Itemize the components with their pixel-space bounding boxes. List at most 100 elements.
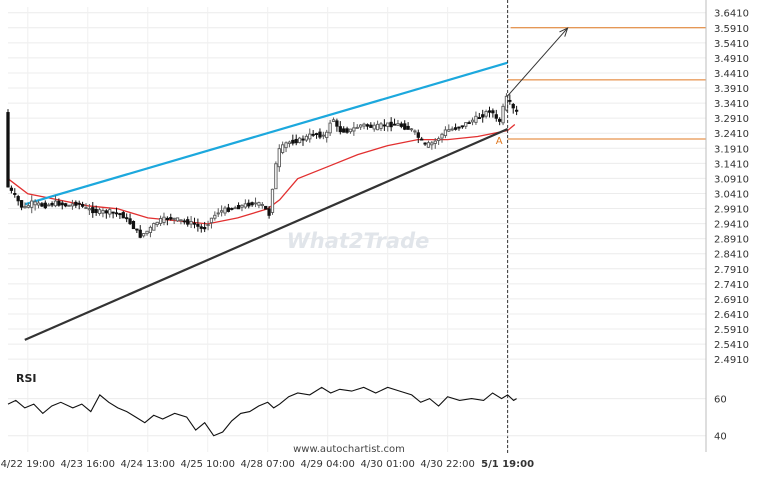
candle (216, 212, 220, 215)
candle (274, 163, 278, 190)
candle (199, 226, 203, 229)
x-tick-label: 4/24 13:00 (121, 459, 175, 470)
y-tick-label: 2.6910 (714, 295, 749, 306)
candle (50, 202, 54, 206)
candle (16, 196, 20, 202)
candle (131, 220, 136, 230)
candle (186, 219, 190, 225)
candle (219, 210, 224, 213)
candle (460, 125, 465, 128)
candle (321, 134, 325, 137)
candle (284, 142, 288, 149)
candle (297, 137, 302, 144)
candle (179, 219, 183, 222)
forecast-arrow-line (507, 27, 568, 97)
candle (436, 138, 441, 141)
candle (362, 123, 366, 127)
candle (277, 148, 281, 168)
candle (389, 121, 393, 128)
candle (70, 203, 75, 207)
candle (301, 138, 305, 141)
candle (294, 138, 298, 144)
y-tick-label: 3.6410 (714, 9, 749, 20)
price-series (6, 93, 519, 239)
rsi-tick-label: 40 (714, 432, 727, 443)
candle (74, 201, 78, 206)
y-tick-label: 3.2410 (714, 129, 749, 140)
y-tick-label: 2.9910 (714, 205, 749, 216)
candle (23, 205, 27, 209)
y-tick-label: 2.7410 (714, 280, 749, 291)
pattern-lines (24, 61, 509, 341)
candle (260, 204, 264, 207)
candle (348, 128, 353, 133)
rsi-tick-label: 60 (714, 395, 727, 406)
candle (338, 126, 342, 133)
candle (67, 204, 71, 207)
x-tick-label: 4/25 10:00 (181, 459, 235, 470)
candle (60, 202, 64, 206)
candle (91, 207, 95, 214)
candle (172, 217, 176, 220)
candle (138, 229, 142, 238)
candle (155, 221, 159, 226)
candle (291, 139, 295, 144)
candle (240, 204, 244, 208)
y-tick-label: 3.1410 (714, 159, 749, 170)
candle (365, 124, 370, 127)
candle (403, 123, 407, 130)
candle (406, 125, 410, 130)
candle (108, 209, 112, 215)
candle (118, 213, 122, 216)
candle (501, 105, 505, 124)
y-tick-label: 2.4910 (714, 355, 749, 366)
candle (33, 201, 37, 206)
candle (477, 117, 481, 120)
candle (314, 133, 319, 136)
forecast-arrow (507, 27, 569, 97)
candle (148, 226, 153, 233)
candle (514, 109, 519, 112)
candle (209, 217, 214, 224)
candle (331, 119, 336, 122)
candle (399, 123, 403, 127)
x-tick-label: 4/22 19:00 (1, 459, 55, 470)
candle (223, 207, 227, 214)
candle (250, 202, 254, 206)
candle (375, 123, 380, 131)
y-tick-label: 3.0410 (714, 189, 749, 200)
candle (270, 188, 275, 213)
rsi-panel (7, 386, 706, 437)
candle (111, 211, 115, 214)
candle (467, 122, 471, 125)
candle (511, 103, 515, 109)
candle (189, 221, 193, 225)
x-tick-label: 5/1 19:00 (481, 459, 534, 470)
candle (457, 126, 461, 129)
candle (114, 212, 119, 215)
y-tick-label: 2.5410 (714, 340, 749, 351)
candle (423, 142, 427, 145)
candle (426, 142, 431, 148)
candle (470, 119, 475, 123)
candle (409, 128, 414, 131)
candle (253, 202, 258, 205)
candle (450, 128, 454, 131)
candle (165, 217, 170, 221)
candle (355, 126, 359, 129)
candle (121, 212, 125, 219)
y-tick-label: 3.4410 (714, 69, 749, 80)
candle (57, 200, 61, 206)
candle (304, 135, 309, 141)
y-tick-label: 3.5410 (714, 39, 749, 50)
candle (491, 110, 495, 114)
candle (508, 99, 512, 102)
candle (345, 128, 349, 133)
footer-source: www.autochartist.com (293, 444, 405, 455)
y-tick-label: 2.6410 (714, 310, 749, 321)
candle (494, 114, 498, 119)
axes: 3.6410 3.5910 3.5410 3.4910 3.4410 3.3910 3.34… (1, 0, 749, 470)
candle (396, 123, 400, 126)
